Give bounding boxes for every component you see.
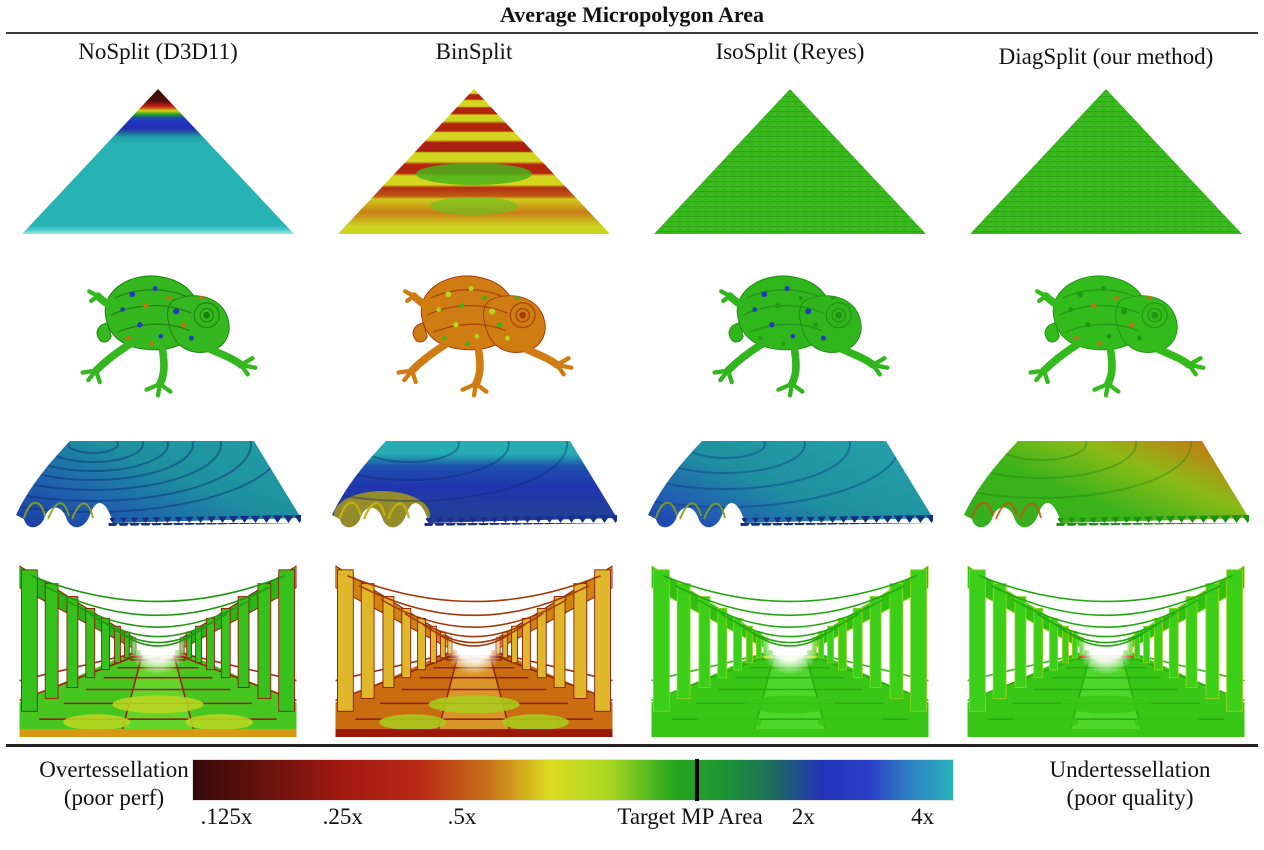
overtessellation-label-line2: (poor perf)	[63, 785, 165, 811]
tick-label-25x: .25x	[322, 804, 363, 829]
column-header-nosplit: NoSplit (D3D11)	[78, 39, 238, 64]
render-colonnade-diagsplit	[967, 554, 1245, 737]
render-terrain-diagsplit	[964, 440, 1249, 527]
colormap-legend: Overtessellation (poor perf) .125x .25x …	[0, 752, 1264, 847]
undertessellation-label: Undertessellation (poor quality)	[1008, 756, 1252, 812]
colorbar-ticks: .125x .25x .5x Target MP Area 2x 4x	[193, 804, 953, 834]
render-frog-nosplit	[48, 256, 268, 404]
render-triangle-diagsplit	[970, 89, 1242, 234]
render-triangle-isosplit	[654, 89, 926, 234]
render-frog-diagsplit	[996, 256, 1216, 404]
undertessellation-label-line2: (poor quality)	[1066, 785, 1194, 811]
method-headers: NoSplit (D3D11) BinSplit IsoSplit (Reyes…	[0, 39, 1264, 69]
render-grid	[0, 76, 1264, 742]
target-marker	[694, 759, 699, 801]
render-frog-isosplit	[680, 256, 900, 404]
render-terrain-binsplit	[332, 440, 617, 527]
column-header-diagsplit: DiagSplit (our method)	[998, 44, 1214, 69]
render-terrain-nosplit	[16, 440, 301, 527]
figure-title: Average Micropolygon Area	[500, 2, 764, 27]
render-colonnade-isosplit	[651, 554, 929, 737]
bottom-rule	[6, 744, 1258, 747]
tick-label-125x: .125x	[200, 804, 253, 829]
render-triangle-nosplit	[22, 89, 294, 234]
column-header-binsplit: BinSplit	[435, 39, 513, 64]
column-header-isosplit: IsoSplit (Reyes)	[715, 39, 865, 64]
overtessellation-label: Overtessellation (poor perf)	[28, 756, 200, 812]
render-frog-binsplit	[364, 256, 584, 404]
tick-label-target: Target MP Area	[617, 804, 763, 829]
render-colonnade-binsplit	[335, 554, 613, 737]
tick-label-5x: .5x	[447, 804, 477, 829]
colorbar-gradient	[193, 760, 953, 800]
tick-label-2x: 2x	[791, 804, 815, 829]
tick-label-4x: 4x	[911, 804, 935, 829]
render-terrain-isosplit	[648, 440, 933, 527]
render-triangle-binsplit	[338, 89, 610, 234]
colorbar	[193, 759, 953, 801]
undertessellation-label-line1: Undertessellation	[1049, 757, 1211, 782]
render-colonnade-nosplit	[19, 554, 297, 737]
overtessellation-label-line1: Overtessellation	[39, 757, 189, 782]
top-rule	[6, 32, 1258, 34]
